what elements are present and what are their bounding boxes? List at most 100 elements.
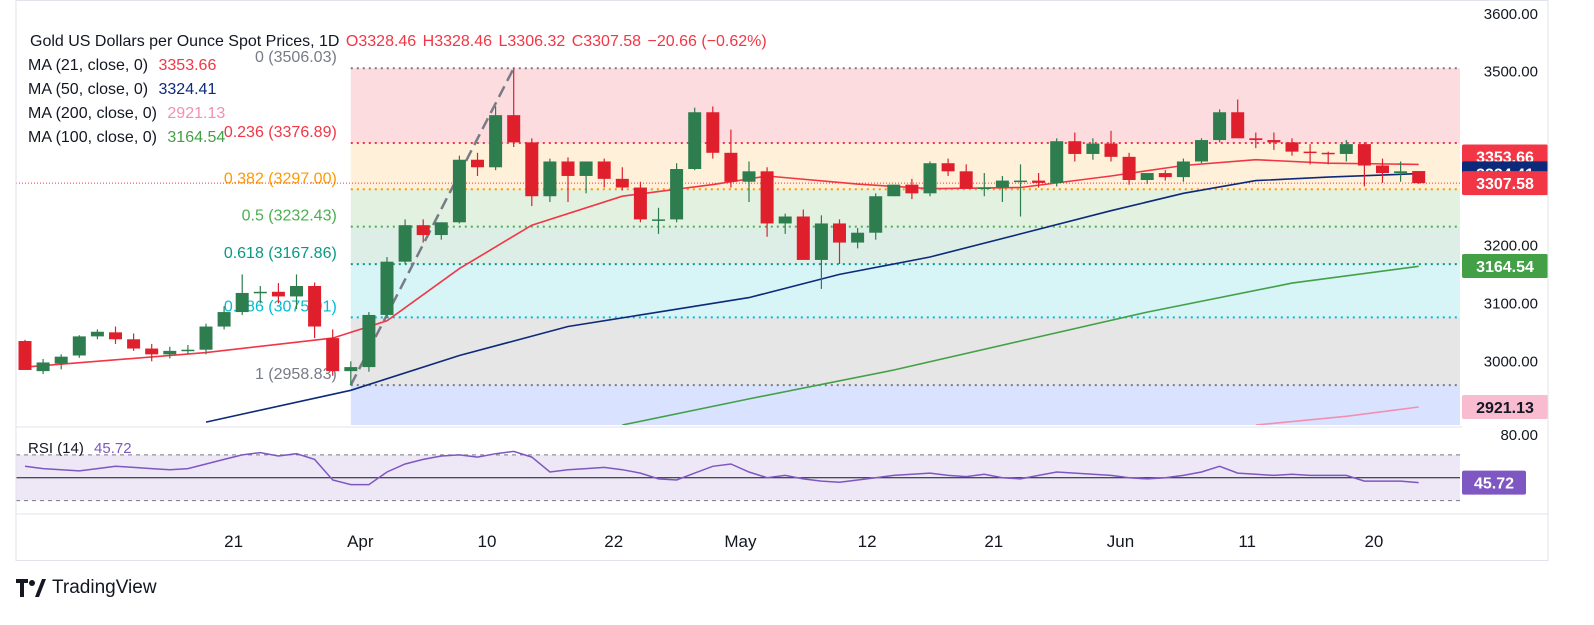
tradingview-logo-icon[interactable]	[16, 579, 46, 597]
ma-line	[1255, 406, 1419, 426]
candle-body	[1068, 141, 1082, 154]
candle-body	[271, 291, 285, 297]
candle-body	[887, 184, 901, 197]
fib-level-label: 0 (3506.03)	[255, 49, 337, 66]
tradingview-brand[interactable]: TradingView	[52, 577, 157, 598]
fib-zone	[350, 68, 1460, 144]
candle-body	[1050, 141, 1064, 183]
legend-ma100-value: 3164.54	[167, 129, 226, 146]
rsi-badge	[1462, 470, 1526, 495]
legend-ma21-label: MA (21, close, 0)	[28, 57, 149, 74]
time-tick-label: 20	[1364, 532, 1383, 551]
candle-body	[54, 356, 68, 364]
candle-body	[1357, 144, 1371, 166]
legend-ma50-label: MA (50, close, 0)	[28, 81, 149, 98]
fib-level-label: 0.382 (3297.00)	[224, 170, 337, 187]
fib-zone	[350, 385, 1460, 425]
candle-body	[1249, 138, 1263, 141]
price-tick-label: 3000.00	[1484, 353, 1538, 370]
price-badge-label: 2921.13	[1476, 400, 1534, 417]
fib-zone	[350, 189, 1460, 227]
candle-body	[615, 178, 629, 188]
candle-body	[36, 362, 50, 372]
open-value: O3328.46	[345, 33, 417, 50]
candle-body	[525, 142, 539, 197]
candle-body	[1104, 143, 1118, 157]
candle-body	[543, 161, 557, 197]
candle-body	[1376, 165, 1389, 174]
time-tick-label: Jun	[1107, 532, 1134, 551]
candle-body	[1122, 156, 1136, 181]
candle-body	[199, 326, 213, 350]
candle-body	[452, 159, 466, 223]
low-value: L3306.32	[498, 33, 566, 50]
candle-body	[434, 222, 448, 236]
price-badge-label: 3307.58	[1476, 176, 1534, 193]
candle-body	[344, 367, 358, 372]
candle-body	[127, 339, 141, 349]
candle-body	[1303, 151, 1317, 154]
candle-body	[290, 286, 303, 297]
candle-body	[995, 180, 1009, 188]
candle-body	[181, 349, 195, 352]
candle-body	[1394, 171, 1408, 174]
candle-body	[217, 312, 231, 327]
price-badge-label: 3164.54	[1476, 259, 1534, 276]
candle-body	[1231, 112, 1245, 139]
candle-body	[760, 171, 774, 224]
candle-body	[1086, 143, 1100, 154]
candle-body	[905, 184, 919, 194]
candle-body	[724, 152, 738, 182]
candle-body	[633, 187, 647, 220]
legend-ma200[interactable]: MA (200, close, 0) 2921.13	[28, 102, 767, 126]
fib-zone	[350, 317, 1460, 386]
rsi-line	[24, 450, 1419, 486]
candle-body	[362, 314, 376, 368]
time-tick-label: 10	[478, 532, 497, 551]
price-badge	[1462, 394, 1548, 419]
time-tick-label: May	[724, 532, 757, 551]
candle-body	[796, 216, 810, 260]
time-tick-label: 21	[224, 532, 243, 551]
fib-level-label: 0.236 (3376.89)	[224, 124, 337, 141]
price-badge	[1462, 171, 1548, 196]
candle-body	[851, 232, 865, 243]
price-tick-label: 3200.00	[1484, 237, 1538, 254]
legend-ma200-label: MA (200, close, 0)	[28, 105, 157, 122]
candle-body	[579, 161, 593, 176]
price-tick-label: 3100.00	[1484, 295, 1538, 312]
symbol-header: Gold US Dollars per Ounce Spot Prices, 1…	[28, 30, 767, 54]
price-tick-label: 3500.00	[1484, 64, 1538, 81]
candle-body	[1032, 180, 1046, 183]
fib-zone	[350, 226, 1460, 265]
candle-body	[416, 225, 430, 236]
candle-body	[235, 292, 249, 313]
candle-body	[1412, 171, 1426, 184]
ma-line	[622, 265, 1419, 426]
symbol-title[interactable]: Gold US Dollars per Ounce Spot Prices, 1…	[30, 33, 340, 50]
candle-body	[1267, 140, 1281, 143]
rsi-legend[interactable]: RSI (14) 45.72	[28, 440, 132, 457]
candle-body	[18, 341, 32, 370]
time-tick-label: 11	[1238, 532, 1256, 551]
candle-body	[109, 332, 122, 340]
time-tick-label: 21	[984, 532, 1003, 551]
legend-ma100-label: MA (100, close, 0)	[28, 129, 157, 146]
fib-zone	[350, 264, 1460, 318]
candle-body	[941, 163, 955, 172]
candle-body	[706, 112, 720, 153]
legend-ma50[interactable]: MA (50, close, 0) 3324.41	[28, 78, 767, 102]
candle-body	[163, 350, 177, 355]
candle-body	[1339, 144, 1353, 154]
candle-body	[380, 261, 394, 315]
fib-level-label: 0.618 (3167.86)	[224, 245, 337, 262]
legend-ma100[interactable]: MA (100, close, 0) 3164.54	[28, 126, 767, 150]
time-tick-label: 12	[858, 532, 877, 551]
price-tick-label: 3600.00	[1484, 6, 1538, 23]
ma-line	[205, 172, 1419, 423]
legend-ma21[interactable]: MA (21, close, 0) 3353.66	[28, 54, 767, 78]
candle-body	[90, 331, 104, 337]
candle-body	[308, 286, 322, 327]
candle-body	[688, 112, 702, 170]
